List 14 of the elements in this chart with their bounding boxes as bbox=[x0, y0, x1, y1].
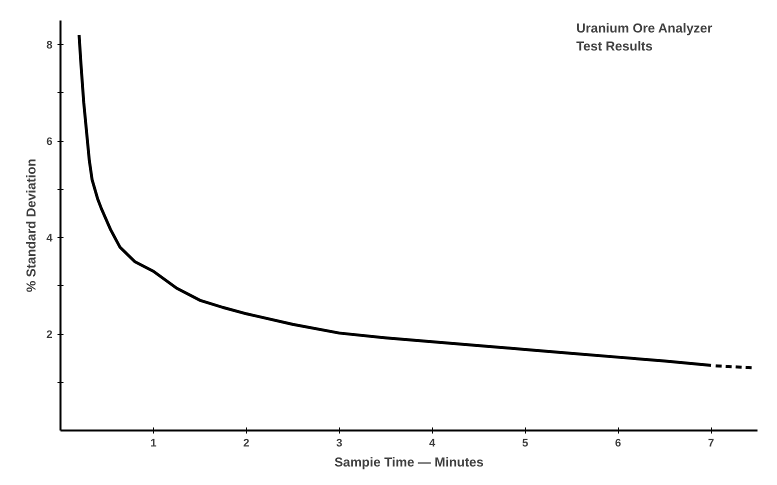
x-tick-label: 1 bbox=[150, 438, 156, 450]
x-axis-title: Sampie Time — Minutes bbox=[334, 454, 484, 470]
y-axis-title: % Standard Deviation bbox=[23, 158, 38, 292]
text: Uranium Ore Analyzer Test Results bbox=[576, 20, 712, 54]
y-tick-label: 6 bbox=[46, 136, 53, 148]
y-tick-label: 4 bbox=[46, 232, 54, 245]
x-tick-label: 7 bbox=[708, 438, 714, 450]
y-tick-label: 2 bbox=[46, 329, 53, 342]
x-tick-label: 5 bbox=[522, 438, 528, 450]
x-tick-label: 4 bbox=[429, 438, 436, 450]
x-tick-label: 2 bbox=[243, 438, 250, 450]
y-tick-label: 8 bbox=[46, 40, 53, 52]
x-tick-label: 3 bbox=[336, 438, 342, 450]
x-tick-label: 6 bbox=[615, 438, 622, 450]
